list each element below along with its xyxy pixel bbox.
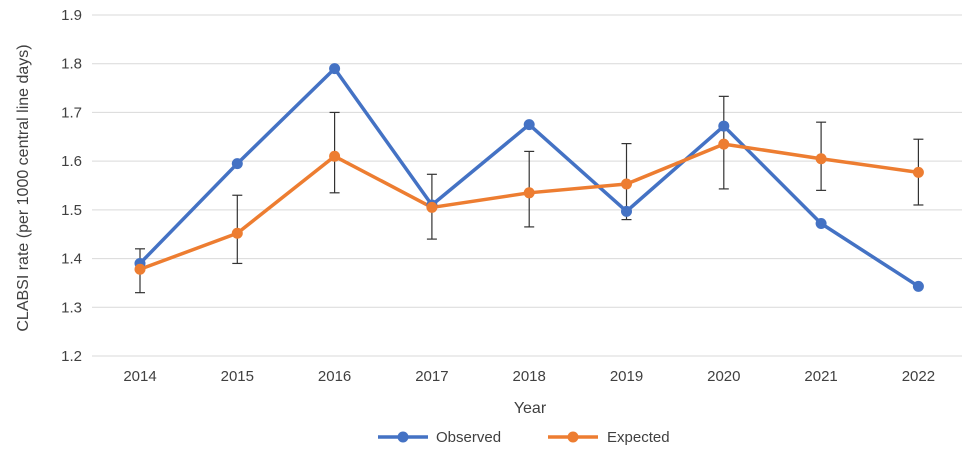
x-tick-label: 2020 <box>707 368 740 385</box>
data-point-expected <box>815 153 827 165</box>
series-points <box>134 63 924 292</box>
data-point-expected <box>718 138 730 150</box>
data-point-expected <box>426 201 438 213</box>
y-tick-label: 1.7 <box>61 104 82 121</box>
y-tick-label: 1.4 <box>61 251 82 268</box>
x-axis-title: Year <box>514 400 547 417</box>
data-point-observed <box>231 158 243 170</box>
y-tick-label: 1.3 <box>61 299 82 316</box>
y-tick-label: 1.6 <box>61 153 82 170</box>
data-point-observed <box>815 217 827 229</box>
data-point-expected <box>231 227 243 239</box>
data-point-expected <box>134 263 146 275</box>
y-tick-label: 1.9 <box>61 7 82 24</box>
legend-marker <box>567 431 579 443</box>
y-tick-label: 1.2 <box>61 348 82 365</box>
x-tick-label: 2016 <box>318 368 351 385</box>
x-tick-label: 2022 <box>902 368 935 385</box>
data-point-observed <box>523 119 535 131</box>
y-tick-label: 1.5 <box>61 202 82 219</box>
legend: Observed Expected <box>378 429 670 446</box>
data-point-observed <box>912 280 924 292</box>
data-point-expected <box>621 178 632 190</box>
legend-item-expected: Expected <box>548 429 670 446</box>
data-point-expected <box>912 166 924 178</box>
legend-label: Observed <box>436 429 501 446</box>
data-point-expected <box>523 187 535 199</box>
gridlines <box>92 14 962 357</box>
y-axis-title: CLABSI rate (per 1000 central line days) <box>15 44 32 331</box>
legend-label: Expected <box>607 429 670 446</box>
data-point-observed <box>329 63 341 75</box>
data-point-observed <box>718 120 730 132</box>
x-tick-label: 2021 <box>804 368 837 385</box>
x-tick-label: 2017 <box>415 368 448 385</box>
legend-item-observed: Observed <box>378 429 501 446</box>
x-tick-label: 2018 <box>513 368 546 385</box>
data-point-observed <box>621 205 632 217</box>
y-axis-ticks: 1.2 1.3 1.4 1.5 1.6 1.7 1.8 1.9 <box>61 7 82 365</box>
x-tick-label: 2014 <box>123 368 156 385</box>
y-tick-label: 1.8 <box>61 56 82 73</box>
x-tick-label: 2015 <box>221 368 254 385</box>
legend-marker <box>397 431 409 443</box>
x-axis-ticks: 2014 2015 2016 2017 2018 2019 2020 2021 2022 <box>123 368 935 385</box>
x-tick-label: 2019 <box>610 368 643 385</box>
data-point-expected <box>329 150 341 162</box>
